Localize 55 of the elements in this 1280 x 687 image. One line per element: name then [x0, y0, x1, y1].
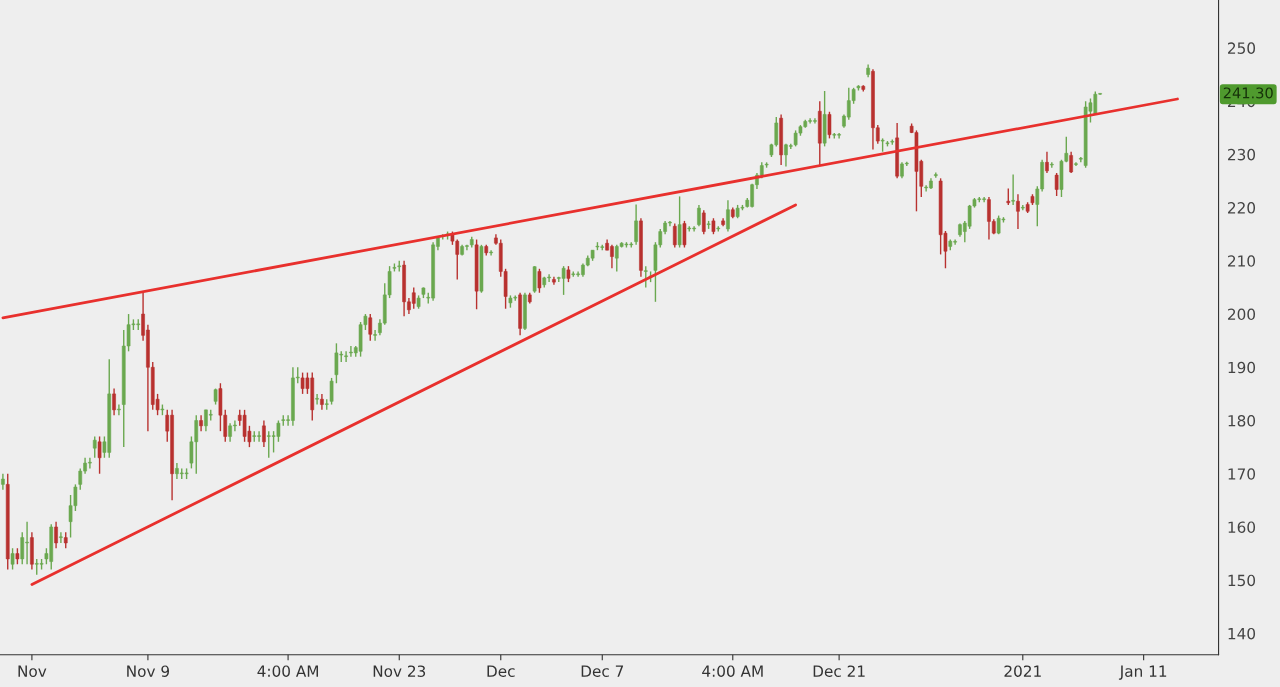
y-tick-label: 150 [1228, 574, 1256, 587]
y-tick-label: 170 [1228, 468, 1256, 480]
candlestick [701, 209, 706, 235]
x-tick-label: Dec 7 [581, 665, 624, 677]
candlestick [1016, 193, 1020, 230]
candlestick [697, 204, 701, 227]
x-tick-label: 4:00 AM [257, 665, 318, 677]
text: 241.30 [1223, 87, 1273, 99]
x-tick-label: Dec 21 [813, 665, 865, 677]
x-tick-label: Dec [487, 665, 515, 677]
y-tick-label: 210 [1228, 255, 1256, 267]
candlestick [97, 435, 102, 475]
x-tick-label: 4:00 AM [702, 665, 763, 677]
candlestick [561, 265, 566, 296]
y-tick-label: 140 [1228, 627, 1256, 640]
candlestick [334, 342, 339, 384]
candlestick [537, 268, 542, 294]
candlestick [1045, 151, 1049, 174]
candlestick [726, 199, 730, 233]
candlestick [827, 111, 832, 140]
candlestick [117, 403, 121, 416]
candlestick [677, 195, 682, 249]
x-tick-label: Nov 23 [373, 665, 426, 677]
candlestick [199, 414, 203, 432]
candlestick [1054, 172, 1059, 197]
x-tick-label: Nov 9 [127, 665, 170, 677]
candlestick [368, 313, 373, 342]
x-tick-label: 2021 [1004, 665, 1041, 677]
candlestick [411, 286, 416, 310]
y-tick-label: 160 [1228, 521, 1256, 533]
candlestick [112, 387, 116, 416]
y-tick-label: 230 [1228, 148, 1256, 161]
y-tick-label: 190 [1228, 361, 1256, 374]
candlestick [315, 393, 319, 406]
candlestick [643, 265, 648, 289]
candlestick [373, 329, 377, 342]
candlestick [634, 203, 638, 246]
y-tick-label: 220 [1228, 202, 1256, 214]
candlestick [1011, 173, 1015, 206]
candlestick [672, 222, 677, 249]
candlestick [59, 531, 63, 544]
x-tick-label: Nov [18, 665, 47, 677]
y-tick-label: 180 [1228, 414, 1256, 427]
candlestick [54, 520, 58, 549]
y-tick-label: 200 [1228, 308, 1256, 321]
candlestick [262, 419, 266, 448]
candlestick [329, 377, 334, 406]
candlestick [20, 531, 25, 565]
x-tick-label: Jan 11 [1118, 665, 1167, 680]
candlestick [92, 435, 97, 459]
candlestick [10, 547, 15, 571]
candlestick [320, 393, 324, 411]
candlestick [682, 220, 687, 249]
candlestick [1069, 151, 1073, 174]
y-tick-label: 250 [1228, 42, 1256, 54]
